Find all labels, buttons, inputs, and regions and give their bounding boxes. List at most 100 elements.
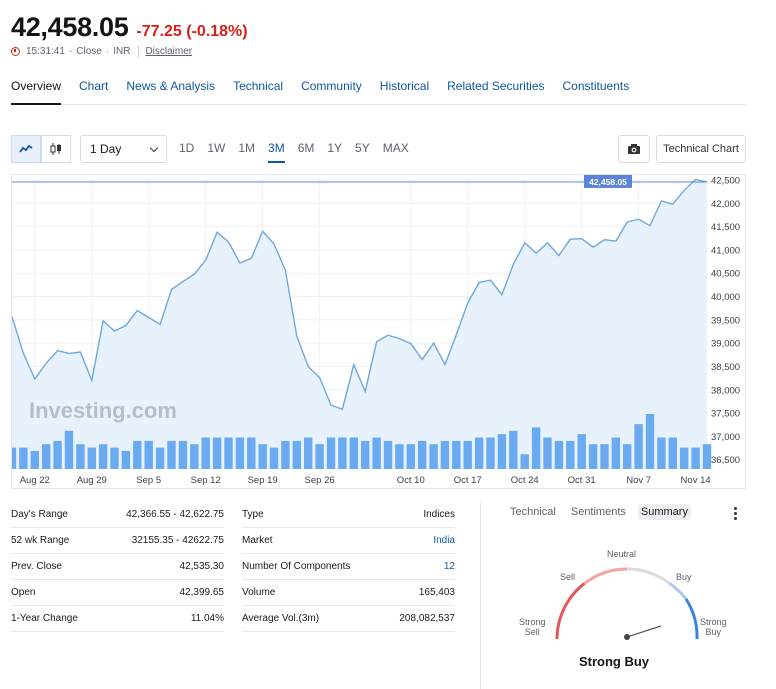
camera-icon [628,144,640,154]
volume-bar [338,437,347,469]
screenshot-button[interactable] [618,135,650,163]
summary-tab-summary[interactable]: Summary [637,504,691,520]
price-line [12,178,708,411]
chart-toolbar: 1 Day 1D 1W 1M 3M 6M 1Y 5Y MAX Technical Chart [11,135,746,163]
x-tick-label: Oct 17 [454,475,482,486]
volume-bar [600,444,609,469]
range-1w[interactable]: 1W [207,141,226,155]
summary-tabs: Technical Sentiments Summary [507,504,700,520]
volume-bar [235,437,245,469]
volume-bar [623,444,632,469]
volume-bar [588,444,598,469]
candlestick-button[interactable] [41,135,71,163]
price-chart[interactable]: Investing.com 42,500 42,000 41,500 41,000 40,… [11,174,746,489]
stat-label: Volume [242,587,276,598]
stat-value: 42,535.30 [179,561,225,572]
stat-row: Volume 165,403 [242,580,455,606]
y-tick-label: 40,500 [711,269,740,280]
stat-value[interactable]: 12 [443,561,455,572]
gauge-label-neutral: Neutral [607,549,637,559]
tab-chart[interactable]: Chart [79,79,109,93]
volume-bar [680,447,689,469]
stat-value: 32155.35 - 42622.75 [131,535,224,546]
volume-bar [42,444,51,469]
technical-chart-button[interactable]: Technical Chart [656,135,746,163]
quote-meta: 15:31:41 - Close · INR Disclaimer [11,46,248,57]
volume-bar [531,427,541,469]
volume-bar [577,434,586,469]
tab-related-securities[interactable]: Related Securities [447,79,545,93]
stat-label: Average Vol.(3m) [242,613,320,624]
range-1m[interactable]: 1M [238,141,256,155]
volume-bar [224,437,233,469]
volume-bar [429,444,438,469]
gauge-needle [626,625,662,638]
price-area [12,179,707,469]
stat-label: Prev. Close [11,561,62,572]
volume-bar [645,414,655,469]
range-5y[interactable]: 5Y [355,141,370,155]
y-tick-label: 40,000 [711,292,740,303]
summary-tab-technical[interactable]: Technical [510,506,556,518]
stat-label: Market [242,535,273,546]
stat-label: Type [242,509,264,520]
stat-row: 52 wk Range 32155.35 - 42622.75 [11,528,224,554]
x-tick-label: Aug 22 [20,475,50,486]
range-max[interactable]: MAX [382,141,409,155]
interval-value: 1 Day [90,142,122,156]
range-6m[interactable]: 6M [297,141,315,155]
y-tick-label: 38,000 [711,385,740,396]
x-tick-label: Nov 7 [626,475,651,486]
tab-constituents[interactable]: Constituents [562,79,630,93]
volume-bar [497,434,507,469]
volume-bar [167,440,176,469]
stat-value: 165,403 [418,587,455,598]
more-options-icon[interactable] [734,507,738,521]
y-tick-label: 41,500 [711,222,740,233]
range-1y[interactable]: 1Y [327,141,343,155]
volume-bar [258,444,267,469]
tab-news-analysis[interactable]: News & Analysis [126,79,216,93]
x-tick-label: Sep 12 [191,475,221,486]
line-chart-button[interactable] [11,135,41,163]
y-tick-label: 36,500 [711,455,740,466]
volume-bar [64,430,74,469]
y-tick-label: 38,500 [711,362,740,373]
stat-value[interactable]: India [433,535,455,546]
tab-technical[interactable]: Technical [233,79,284,93]
range-3m[interactable]: 3M [268,135,285,163]
stat-label: Day's Range [11,509,68,520]
volume-bar [372,437,381,469]
x-tick-label: Aug 29 [77,475,107,486]
volume-bar [292,440,301,469]
volume-bar [486,437,495,469]
volume-bar [520,454,529,469]
stat-value: 42,399.65 [179,587,225,598]
tab-historical[interactable]: Historical [379,79,430,93]
stat-value: Indices [423,509,455,520]
chevron-down-icon [149,143,159,153]
summary-result: Strong Buy [578,654,650,669]
x-tick-label: Oct 10 [397,475,425,486]
interval-select[interactable]: 1 Day [80,135,167,163]
volume-bar [121,450,131,469]
volume-bar [87,447,96,469]
volume-bar [349,437,358,469]
gauge-label-strong-sell: Strong Sell [519,617,546,637]
volume-bar [474,437,484,469]
tab-community[interactable]: Community [301,79,362,93]
disclaimer-link[interactable]: Disclaimer [138,46,192,57]
volume-bar [110,447,119,469]
range-selector: 1D 1W 1M 3M 6M 1Y 5Y MAX [179,135,422,163]
range-1d[interactable]: 1D [179,141,195,155]
volume-bar [543,437,552,469]
stat-row: Type Indices [242,502,455,528]
tab-overview[interactable]: Overview [11,76,62,105]
stat-label: Number Of Components [242,561,351,572]
volume-bar [566,440,575,469]
change-value: -77.25 [136,23,182,40]
volume-bar [269,447,279,469]
summary-tab-sentiments[interactable]: Sentiments [570,506,626,518]
volume-bar [315,444,324,469]
volume-bar [304,437,313,469]
